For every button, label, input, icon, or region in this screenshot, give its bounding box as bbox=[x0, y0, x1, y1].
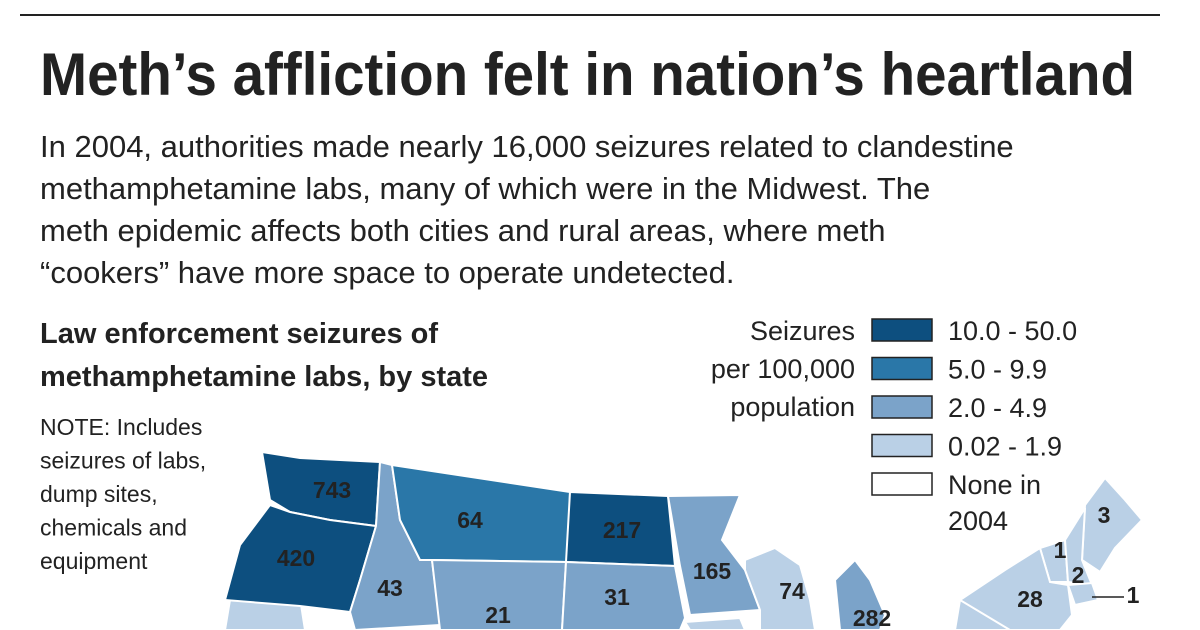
state-label: 21 bbox=[485, 602, 511, 628]
intro-line: meth epidemic affects both cities and ru… bbox=[40, 213, 885, 248]
legend-swatch bbox=[871, 395, 933, 419]
map-note: seizures of labs, bbox=[40, 448, 206, 474]
state-label: 217 bbox=[603, 517, 641, 543]
legend-label: 2.0 - 4.9 bbox=[948, 393, 1047, 423]
intro-line: methamphetamine labs, many of which were… bbox=[40, 171, 930, 206]
legend-swatch bbox=[871, 433, 933, 458]
state-shape bbox=[1080, 476, 1144, 574]
map-title: methamphetamine labs, by state bbox=[40, 361, 488, 393]
state-label: 28 bbox=[1017, 586, 1043, 612]
state-label: 74 bbox=[779, 578, 805, 604]
state-shape bbox=[430, 558, 568, 630]
legend-label: 2004 bbox=[948, 506, 1008, 536]
state-shape bbox=[223, 503, 378, 614]
legend-label: 5.0 - 9.9 bbox=[948, 355, 1047, 385]
text-layer: In 2004, authorities made nearly 16,000 … bbox=[40, 129, 1140, 630]
state-label: 43 bbox=[377, 575, 403, 601]
map-title: Law enforcement seizures of bbox=[40, 318, 438, 350]
state-shape bbox=[833, 558, 887, 630]
state-label: 31 bbox=[604, 584, 630, 610]
state-label: 1 bbox=[1054, 537, 1067, 563]
state-shape bbox=[560, 560, 687, 630]
map-note: NOTE: Includes bbox=[40, 414, 202, 440]
legend-title: per 100,000 bbox=[711, 354, 855, 384]
legend-swatch bbox=[871, 318, 933, 342]
state-shape bbox=[1063, 507, 1094, 587]
legend-title: Seizures bbox=[750, 316, 855, 346]
legend-swatch bbox=[871, 472, 933, 496]
legend-label: 0.02 - 1.9 bbox=[948, 432, 1062, 462]
map bbox=[223, 318, 1144, 630]
map-note: equipment bbox=[40, 548, 148, 574]
map-note: dump sites, bbox=[40, 481, 158, 507]
legend-label: None in bbox=[948, 470, 1041, 500]
state-label: 1 bbox=[1127, 582, 1140, 608]
legend-label: 10.0 - 50.0 bbox=[948, 316, 1077, 346]
legend-title: population bbox=[730, 392, 855, 422]
state-shape bbox=[683, 616, 747, 630]
intro-line: In 2004, authorities made nearly 16,000 … bbox=[40, 129, 1014, 164]
state-shape bbox=[744, 546, 817, 630]
title: Meth’s affliction felt in nation’s heart… bbox=[40, 41, 1135, 108]
state-label: 743 bbox=[313, 477, 351, 503]
state-shape bbox=[1066, 581, 1100, 607]
state-label: 282 bbox=[853, 605, 891, 630]
state-label: 420 bbox=[277, 545, 315, 571]
map-note: chemicals and bbox=[40, 515, 187, 541]
state-label: 3 bbox=[1098, 502, 1111, 528]
state-label: 64 bbox=[457, 507, 483, 533]
state-label: 165 bbox=[693, 558, 732, 584]
legend-swatch bbox=[871, 356, 933, 381]
intro-line: “cookers” have more space to operate und… bbox=[40, 255, 734, 290]
state-label: 2 bbox=[1072, 562, 1085, 588]
